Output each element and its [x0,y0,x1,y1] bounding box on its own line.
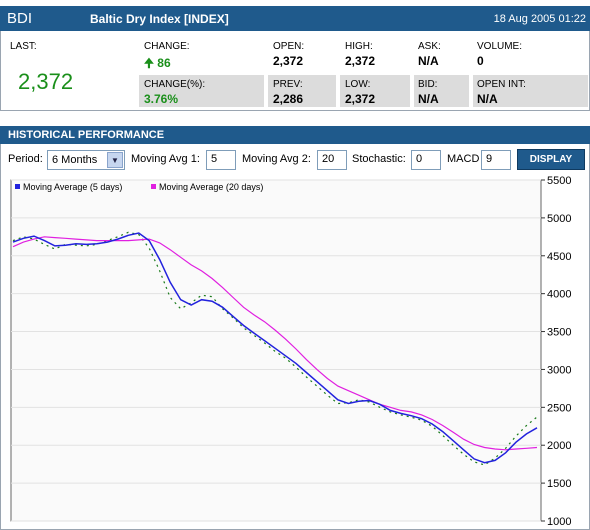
ma2-label: Moving Avg 2: [242,153,311,165]
chevron-down-icon[interactable]: ▼ [107,152,123,168]
bid-value: N/A [418,92,439,106]
prev-cell: PREV: 2,286 [273,79,303,106]
macd-input[interactable]: 9 [481,150,511,170]
volume-label: VOLUME: [477,41,523,52]
chart-controls: Period: 6 Months ▼ Moving Avg 1: 5 Movin… [1,149,589,172]
legend-swatch [15,184,20,189]
ma1-label: Moving Avg 1: [131,153,200,165]
y-tick-label: 1500 [547,478,571,490]
period-value: 6 Months [52,154,98,166]
historical-panel: Period: 6 Months ▼ Moving Avg 1: 5 Movin… [0,144,590,530]
bid-label: BID: [418,79,438,90]
ma1-input[interactable]: 5 [206,150,236,170]
low-cell: LOW: 2,372 [345,79,375,106]
ask-cell: ASK: N/A [418,41,441,68]
period-label: Period: [8,153,43,165]
series-line-1 [12,236,538,451]
y-tick-label: 3500 [547,327,571,339]
plot-area [10,179,542,522]
change-pct-bg [139,75,264,107]
change-pct-cell: CHANGE(%): 3.76% [144,79,205,106]
high-value: 2,372 [345,54,376,68]
open-label: OPEN: [273,41,305,52]
y-tick-label: 2500 [547,402,571,414]
prev-value: 2,286 [273,92,304,106]
open-int-label: OPEN INT: [477,79,526,90]
low-label: LOW: [345,79,371,90]
y-tick-label: 3000 [547,364,571,376]
legend-swatch [151,184,156,189]
open-int-bg [473,75,588,107]
bid-bg [414,75,469,107]
stochastic-input[interactable]: 0 [411,150,441,170]
y-tick-label: 5500 [547,175,571,187]
bid-cell: BID: N/A [418,79,439,106]
timestamp: 18 Aug 2005 01:22 [493,12,586,25]
ma2-input[interactable]: 20 [317,150,347,170]
open-int-value: N/A [477,92,498,106]
change-pct-label: CHANGE(%): [144,79,206,90]
low-value: 2,372 [345,92,376,106]
change-pct-value: 3.76% [144,92,179,106]
last-label: LAST: [10,41,37,52]
prev-label: PREV: [273,79,303,90]
high-label: HIGH: [345,41,373,52]
high-cell: HIGH: 2,372 [345,41,375,68]
price-chart: 1000 1500 2000 2500 3000 3500 4000 4500 5000 5500… [10,175,571,528]
quote-panel: LAST: 2,372 CHANGE: 🠉 86 CHANGE(%): 3.76… [0,31,590,111]
change-value: 🠉 86 [144,56,171,70]
stochastic-label: Stochastic: [352,153,406,165]
low-bg [340,75,410,107]
display-button[interactable]: DISPLAY [517,149,585,170]
change-label: CHANGE: [144,41,190,52]
instrument-name: Baltic Dry Index [INDEX] [90,11,229,26]
ask-value: N/A [418,54,439,68]
historical-header: HISTORICAL PERFORMANCE [0,126,590,144]
legend-label: Moving Average (20 days) [159,182,263,192]
y-tick-label: 1000 [547,516,571,528]
y-tick-label: 2000 [547,440,571,452]
y-tick-label: 4000 [547,289,571,301]
y-tick-label: 5000 [547,213,571,225]
open-int-cell: OPEN INT: N/A [477,79,526,106]
arrow-up-icon: 🠉 [144,56,154,70]
instrument-header: BDI Baltic Dry Index [INDEX] 18 Aug 2005… [0,6,590,31]
series-line-0 [12,232,538,464]
y-tick-label: 4500 [547,251,571,263]
macd-label: MACD [447,153,480,165]
period-select[interactable]: 6 Months ▼ [47,150,125,170]
symbol: BDI [7,10,33,27]
ask-label: ASK: [418,41,441,52]
open-value: 2,372 [273,54,304,68]
last-value: 2,372 [18,69,74,94]
change-cell: CHANGE: 🠉 86 [144,41,190,75]
legend-label: Moving Average (5 days) [23,182,122,192]
open-cell: OPEN: 2,372 [273,41,304,68]
prev-bg [268,75,336,107]
volume-cell: VOLUME: 0 [477,41,522,68]
volume-value: 0 [477,54,484,68]
